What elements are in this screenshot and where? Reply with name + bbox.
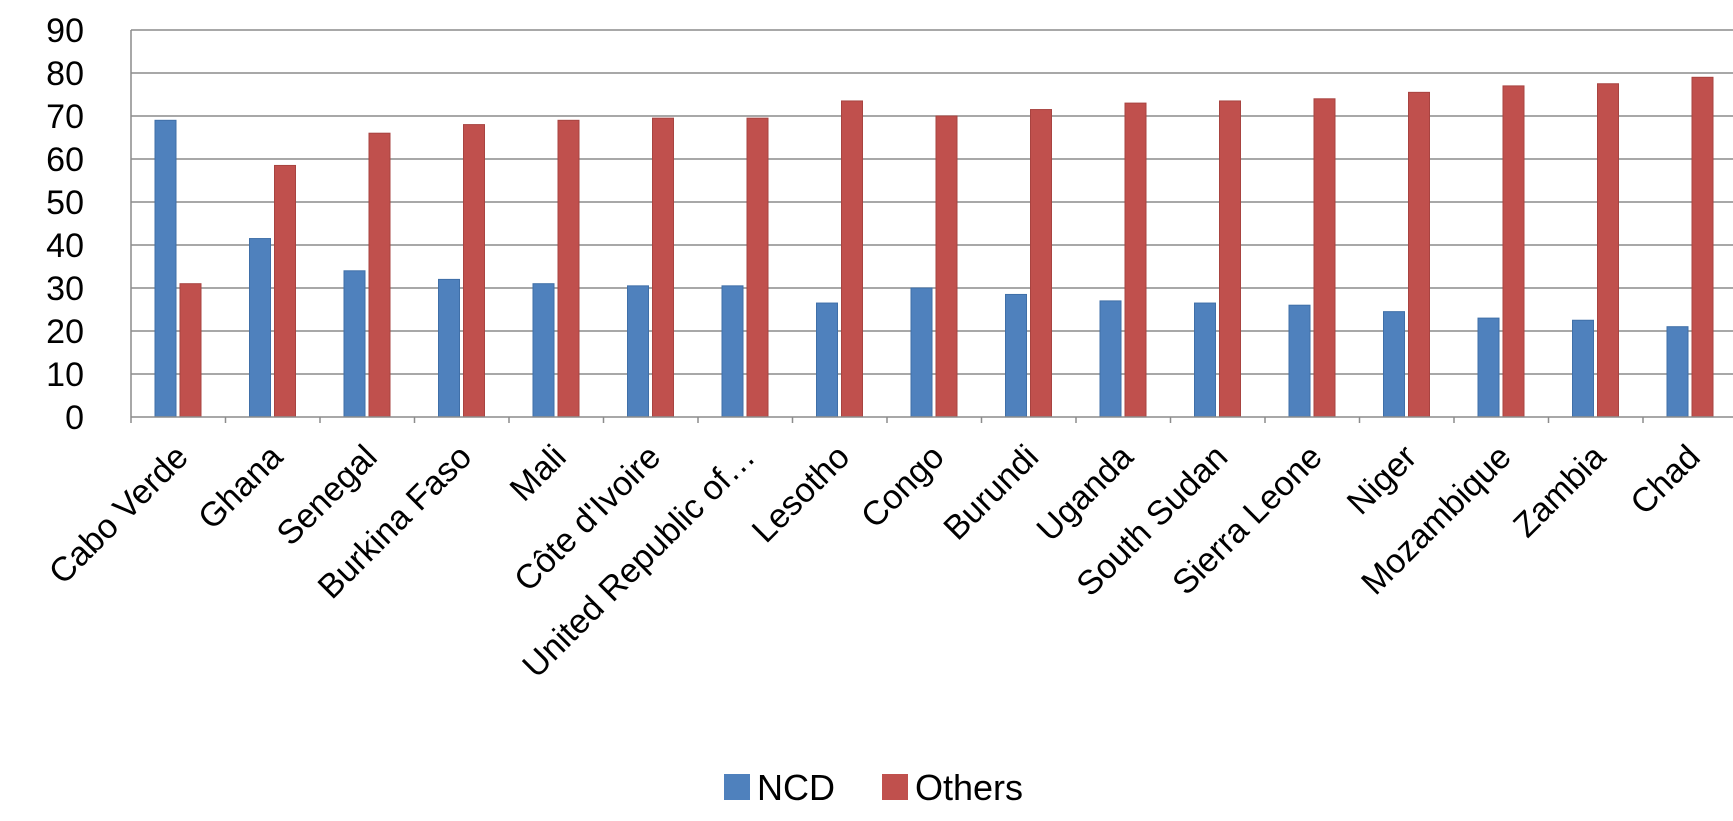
y-tick-label: 80 <box>46 55 84 93</box>
bar-others-mozambique <box>1502 85 1525 418</box>
bars <box>154 76 1714 418</box>
bar-others-united-republic-of- <box>746 117 769 418</box>
bar-others-uganda <box>1124 102 1147 418</box>
legend: NCD Others <box>724 767 1023 808</box>
y-tick-label: 30 <box>46 270 84 308</box>
y-tick-label: 50 <box>46 184 84 222</box>
bar-ncd-sierra-leone <box>1288 304 1311 418</box>
bar-others-mali <box>557 119 580 418</box>
y-tick-label: 40 <box>46 227 84 265</box>
bar-ncd-zambia <box>1572 319 1594 418</box>
y-tick-label: 0 <box>65 399 84 437</box>
bar-ncd-united-republic-of- <box>721 285 744 418</box>
y-tick-label: 60 <box>46 141 84 179</box>
bar-ncd-niger <box>1383 311 1405 418</box>
bar-others-chad <box>1691 76 1714 418</box>
bar-others-sierra-leone <box>1313 98 1336 418</box>
axes <box>130 30 1733 423</box>
legend-swatch-ncd <box>724 774 750 800</box>
y-tick-label: 10 <box>46 356 84 394</box>
bar-ncd-mozambique <box>1477 317 1500 418</box>
bar-others-burkina-faso <box>463 124 485 418</box>
x-tick-label: Zambia <box>1506 438 1613 545</box>
y-tick-label: 90 <box>46 12 84 50</box>
bar-ncd-congo <box>910 287 933 418</box>
x-tick-label: Mali <box>503 438 574 509</box>
bar-others-south-sudan <box>1219 100 1241 418</box>
bar-others-ghana <box>274 164 296 418</box>
legend-swatch-others <box>882 774 908 800</box>
x-tick-label: Burundi <box>936 438 1046 548</box>
legend-label-others: Others <box>915 767 1023 808</box>
bar-ncd-burundi <box>1005 293 1027 418</box>
bar-ncd-south-sudan <box>1194 302 1216 418</box>
bar-ncd-senegal <box>343 270 366 418</box>
bar-ncd-c-te-d-ivoire <box>627 285 649 418</box>
bar-others-zambia <box>1597 83 1619 418</box>
gridlines <box>131 29 1733 375</box>
bar-others-c-te-d-ivoire <box>652 117 674 418</box>
bar-ncd-ghana <box>249 238 271 418</box>
bar-others-niger <box>1408 91 1430 418</box>
bar-ncd-lesotho <box>816 302 838 418</box>
x-tick-label: Chad <box>1623 438 1707 522</box>
bar-others-burundi <box>1030 109 1052 418</box>
bar-ncd-burkina-faso <box>438 278 460 418</box>
bar-others-senegal <box>368 132 391 418</box>
legend-label-ncd: NCD <box>757 767 835 808</box>
x-tick-label: Niger <box>1340 438 1424 522</box>
bar-ncd-chad <box>1666 326 1689 418</box>
bar-others-cabo-verde <box>179 283 202 418</box>
x-tick-label: Cabo Verde <box>42 438 196 592</box>
bar-ncd-cabo-verde <box>154 119 177 418</box>
y-tick-label: 70 <box>46 98 84 136</box>
bar-others-lesotho <box>841 100 863 418</box>
bar-ncd-uganda <box>1099 300 1122 418</box>
bar-ncd-mali <box>532 283 555 418</box>
bar-others-congo <box>935 115 958 418</box>
y-tick-label: 20 <box>46 313 84 351</box>
y-tick-labels: 0 10 20 30 40 50 60 70 80 90 <box>46 12 84 437</box>
x-tick-label: Lesotho <box>745 438 857 550</box>
